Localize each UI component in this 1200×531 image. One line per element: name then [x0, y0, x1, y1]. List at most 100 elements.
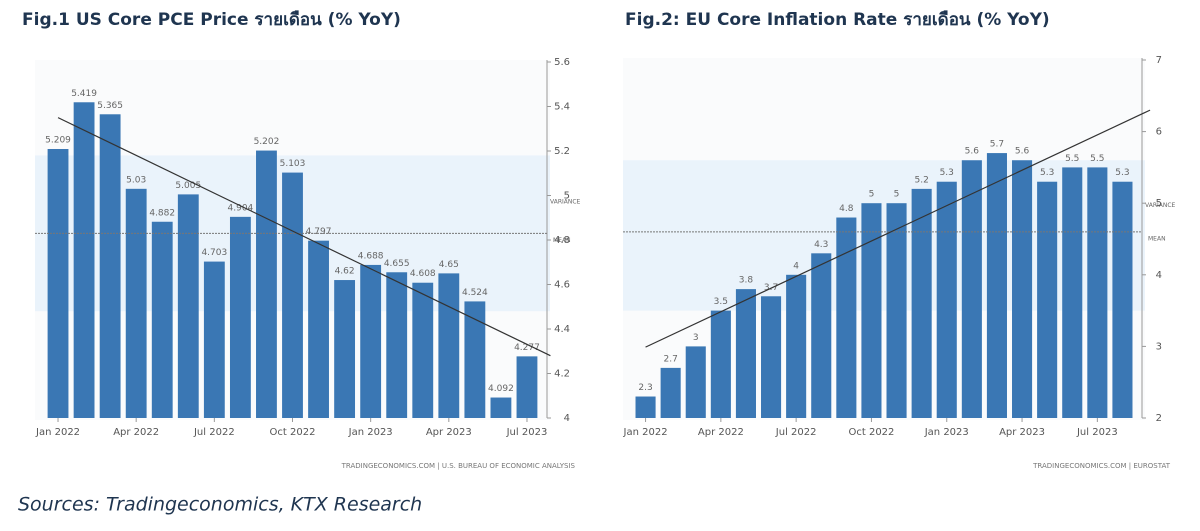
bar	[177, 194, 199, 418]
bar	[786, 274, 807, 418]
value-label: 5	[894, 190, 900, 200]
bar	[635, 396, 656, 418]
bar	[685, 346, 706, 418]
bar	[99, 114, 121, 418]
bar	[660, 367, 681, 418]
y-tick-label: 7	[1156, 55, 1162, 66]
trend-line	[57, 117, 551, 357]
x-tick-label: Apr 2023	[426, 427, 472, 438]
variance-label: VARIANCE	[1145, 202, 1176, 209]
bar	[761, 296, 782, 418]
bar	[203, 261, 225, 418]
value-label: 5.103	[280, 159, 306, 169]
chart-title: Fig.2: EU Core Inflation Rate รายเดือน (…	[625, 9, 1050, 30]
bar	[516, 356, 538, 418]
value-label: 4.655	[384, 259, 410, 269]
bar	[438, 273, 460, 418]
bar	[47, 148, 69, 418]
value-label: 5.005	[175, 181, 201, 191]
x-tick-label: Oct 2022	[848, 427, 894, 438]
x-tick-label: Oct 2022	[270, 427, 316, 438]
value-label: 3.8	[739, 276, 754, 286]
bar	[151, 221, 173, 418]
source-label: TRADINGECONOMICS.COM | EUROSTAT	[1032, 462, 1171, 470]
value-label: 5.419	[71, 89, 97, 99]
bar	[811, 253, 832, 418]
value-label: 5.7	[990, 140, 1004, 150]
variance-label: VARIANCE	[550, 199, 581, 206]
x-tick-label: Jan 2022	[623, 427, 668, 438]
bar	[464, 301, 486, 418]
x-tick-label: Jan 2023	[924, 427, 969, 438]
x-tick-label: Apr 2022	[698, 427, 744, 438]
value-label: 4.524	[462, 288, 488, 298]
bar	[710, 310, 731, 418]
source-label: TRADINGECONOMICS.COM | U.S. BUREAU OF EC…	[341, 462, 576, 470]
value-label: 4.8	[839, 204, 854, 214]
bar	[308, 240, 329, 418]
trend-line	[645, 109, 1151, 348]
bar	[229, 216, 251, 418]
bar	[911, 188, 932, 418]
bar	[490, 397, 512, 418]
value-label: 5.202	[254, 137, 280, 147]
y-tick-label: 4.4	[554, 324, 570, 335]
value-label: 5.209	[45, 135, 71, 145]
value-label: 5.365	[97, 101, 123, 111]
y-tick-label: 5.4	[554, 102, 570, 113]
y-tick-label: 5.2	[554, 146, 570, 157]
bar	[334, 280, 356, 418]
value-label: 5.03	[126, 175, 146, 185]
y-tick-label: 4.2	[554, 369, 570, 380]
bar	[256, 150, 277, 418]
value-label: 4.797	[306, 227, 332, 237]
bar	[986, 153, 1007, 418]
value-label: 4.703	[201, 248, 227, 258]
value-label: 2.7	[663, 354, 677, 364]
bar	[1087, 167, 1108, 418]
bar	[1062, 167, 1083, 418]
bar	[73, 102, 95, 419]
x-tick-label: Apr 2022	[113, 427, 159, 438]
footer-source: Sources: Tradingeconomics, KTX Research	[18, 494, 422, 516]
value-label: 4.608	[410, 269, 436, 279]
value-label: 5.6	[965, 147, 980, 157]
y-tick-label: 4.6	[554, 280, 570, 291]
value-label: 5.6	[1015, 147, 1030, 157]
bar	[360, 264, 382, 418]
value-label: 3	[693, 333, 699, 343]
x-tick-label: Apr 2023	[999, 427, 1045, 438]
y-tick-label: 5	[564, 191, 570, 202]
y-tick-label: 5	[1156, 198, 1162, 209]
value-label: 5.3	[1115, 168, 1129, 178]
value-label: 4.092	[488, 384, 514, 394]
value-label: 2.3	[638, 383, 652, 393]
bar	[1112, 181, 1133, 418]
bar	[1012, 160, 1033, 419]
bar	[735, 289, 756, 418]
bar	[412, 282, 434, 418]
y-tick-label: 5.6	[554, 57, 570, 68]
bar	[961, 160, 982, 419]
value-label: 5.2	[914, 175, 928, 185]
value-label: 5.5	[1065, 154, 1079, 164]
bar	[1037, 181, 1058, 418]
x-tick-label: Jul 2022	[193, 427, 235, 438]
value-label: 5.3	[940, 168, 954, 178]
bar	[836, 217, 857, 418]
value-label: 4	[793, 261, 799, 271]
bar	[886, 203, 907, 418]
value-label: 3.5	[714, 297, 728, 307]
value-label: 4.688	[358, 251, 384, 261]
x-tick-label: Jan 2022	[35, 427, 80, 438]
y-tick-label: 3	[1156, 341, 1162, 352]
chart-title: Fig.1 US Core PCE Price รายเดือน (% YoY)	[22, 9, 401, 30]
value-label: 4.277	[514, 343, 540, 353]
value-label: 5.5	[1090, 154, 1104, 164]
bar	[125, 188, 147, 418]
value-label: 4.904	[228, 203, 254, 213]
y-tick-label: 4	[1156, 270, 1162, 281]
value-label: 4.65	[439, 260, 459, 270]
y-tick-label: 6	[1156, 127, 1162, 138]
